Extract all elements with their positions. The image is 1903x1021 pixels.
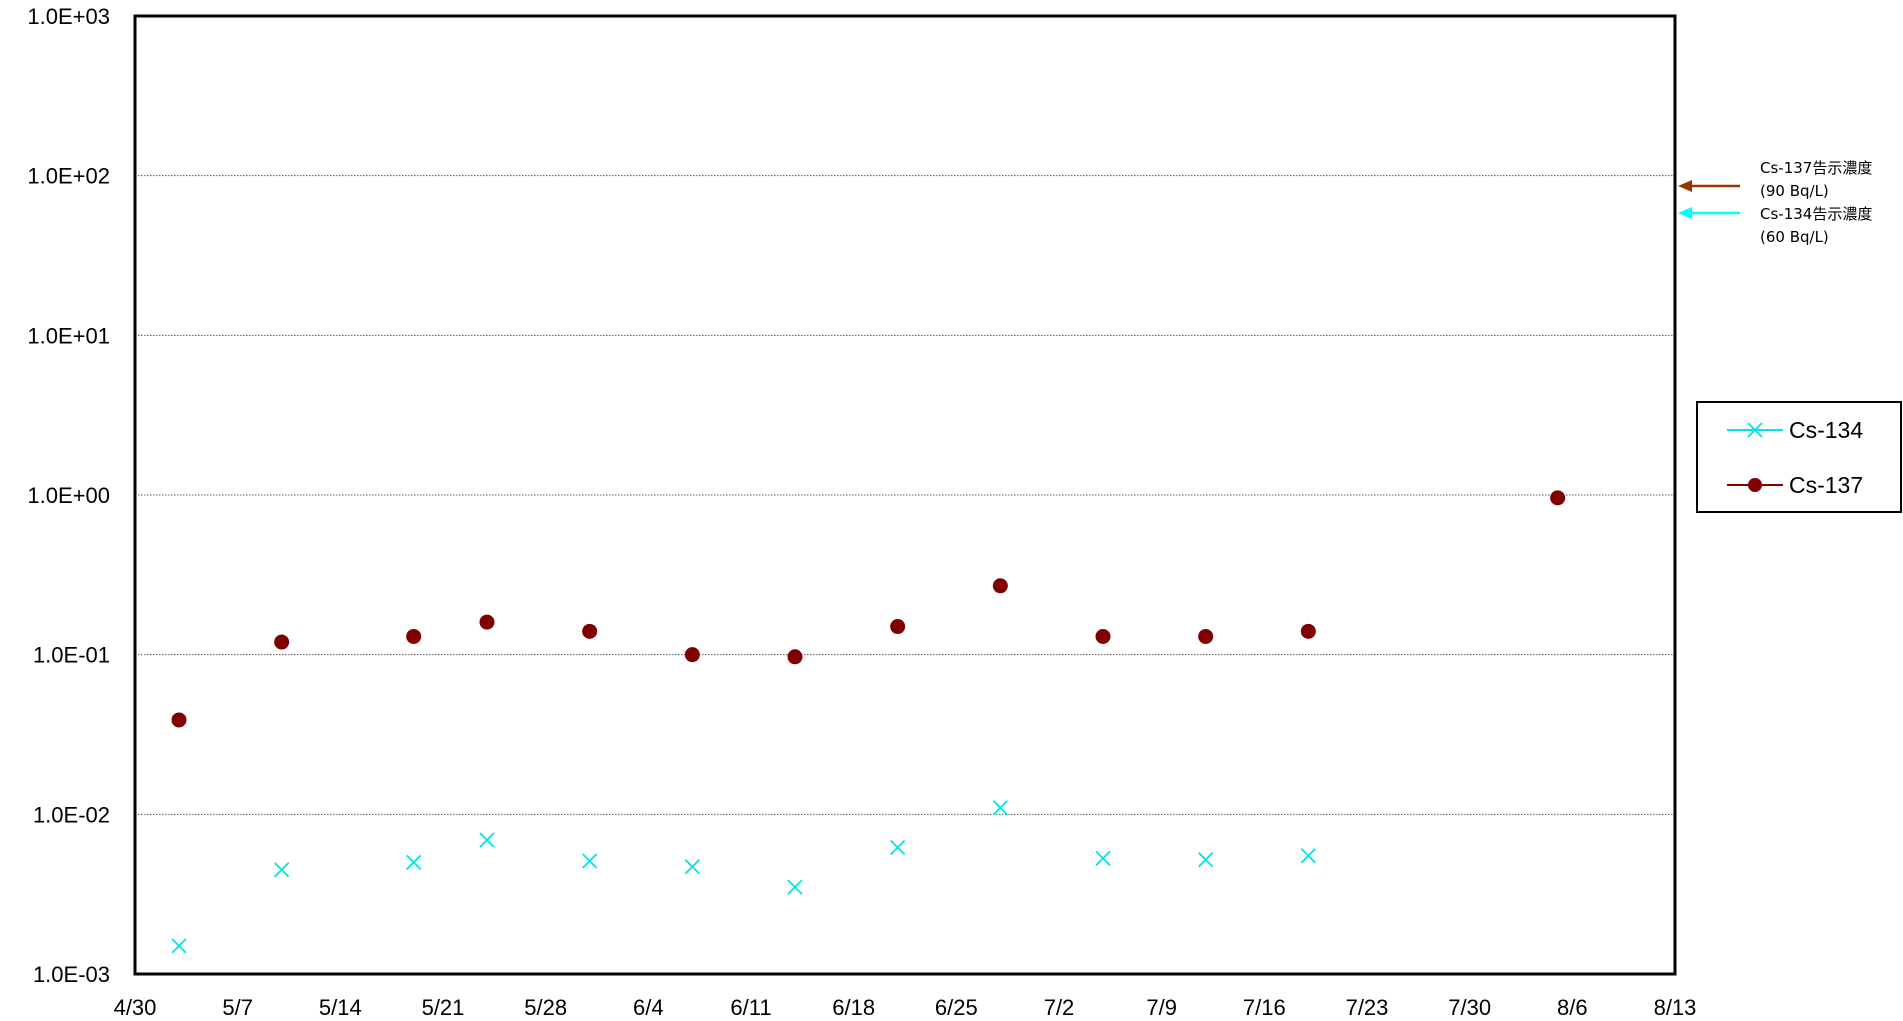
x-tick-label: 6/11 [730,995,771,1020]
y-tick-label: 1.0E+02 [27,164,110,189]
data-point-cs137 [890,619,906,635]
cs134-limit-arrow-head [1678,207,1692,219]
x-tick-label: 7/9 [1146,995,1177,1020]
data-point-cs137 [1198,628,1214,644]
y-tick-label: 1.0E+00 [27,483,110,508]
data-point-cs134 [479,832,495,848]
y-tick-label: 1.0E-02 [33,802,110,827]
x-tick-label: 6/18 [832,995,875,1020]
x-tick-label: 6/25 [935,995,978,1020]
legend-entry-cs-137: Cs-137 [1727,472,1863,498]
cs137-limit-value: (90 Bq/L) [1760,182,1829,200]
data-point-cs137 [684,647,700,663]
annotation-cs137-limit: Cs-137告示濃度 (90 Bq/L) [1678,159,1872,200]
legend-cs137-label: Cs-137 [1789,472,1863,498]
legend-cs134-label: Cs-134 [1789,417,1863,443]
legend-entry-cs-134: Cs-134 [1727,417,1863,443]
data-point-cs137 [992,578,1008,594]
data-point-cs134 [787,879,803,895]
data-point-cs134 [582,853,598,869]
legend-cs134-marker [1747,422,1763,438]
y-tick-label: 1.0E-01 [33,643,110,668]
data-point-cs134 [684,859,700,875]
data-point-cs137 [479,614,495,630]
x-tick-label: 8/13 [1654,995,1697,1020]
data-point-cs137 [1300,623,1316,639]
x-tick-label: 6/4 [633,995,664,1020]
legend-box [1696,401,1902,513]
data-point-cs137 [274,634,290,650]
data-point-cs137 [406,628,422,644]
series-cs-134 [171,800,1316,954]
data-point-cs134 [274,862,290,878]
data-point-cs137 [582,623,598,639]
cs137-limit-arrow-head [1678,180,1692,192]
data-point-cs134 [1300,848,1316,864]
x-tick-label: 7/30 [1448,995,1491,1020]
legend-cs137-marker [1748,478,1762,492]
x-tick-label: 5/7 [222,995,253,1020]
y-tick-label: 1.0E+03 [27,4,110,29]
x-tick-label: 7/23 [1346,995,1389,1020]
series-cs-137 [171,490,1566,728]
x-tick-label: 8/6 [1557,995,1588,1020]
data-point-cs134 [890,839,906,856]
data-point-cs134 [406,854,422,871]
annotation-cs134-limit: Cs-134告示濃度 (60 Bq/L) [1678,205,1872,246]
x-tick-label: 4/30 [114,995,157,1020]
data-point-cs137 [787,649,803,665]
y-axis-tick-labels: 1.0E+03 1.0E+02 1.0E+01 1.0E+00 1.0E-01 1.0E-… [27,4,110,987]
x-tick-label: 7/16 [1243,995,1286,1020]
x-tick-label: 5/21 [422,995,465,1020]
data-point-cs137 [171,712,187,728]
limit-annotations: Cs-137告示濃度 (90 Bq/L) Cs-134告示濃度 (60 Bq/L… [1678,159,1872,246]
data-point-cs134 [1198,852,1214,868]
y-tick-label: 1.0E+01 [27,323,110,348]
legend: Cs-134 Cs-137 [1696,401,1902,513]
data-point-cs137 [1550,490,1566,506]
x-tick-label: 5/14 [319,995,362,1020]
data-point-cs134 [1095,850,1111,866]
cs137-limit-label: Cs-137告示濃度 [1760,159,1872,177]
data-point-cs134 [992,800,1008,816]
x-tick-label: 5/28 [524,995,567,1020]
cs134-limit-label: Cs-134告示濃度 [1760,205,1872,223]
x-tick-label: 7/2 [1044,995,1075,1020]
cs134-limit-value: (60 Bq/L) [1760,228,1829,246]
data-point-cs137 [1095,628,1111,644]
x-axis-tick-labels: 4/30 5/7 5/14 5/21 5/28 6/4 6/11 6/18 6/25 7/2 7/9… [114,995,1697,1020]
data-point-cs134 [171,938,187,954]
y-tick-label: 1.0E-03 [33,962,110,987]
plot-area-frame [133,14,1677,976]
